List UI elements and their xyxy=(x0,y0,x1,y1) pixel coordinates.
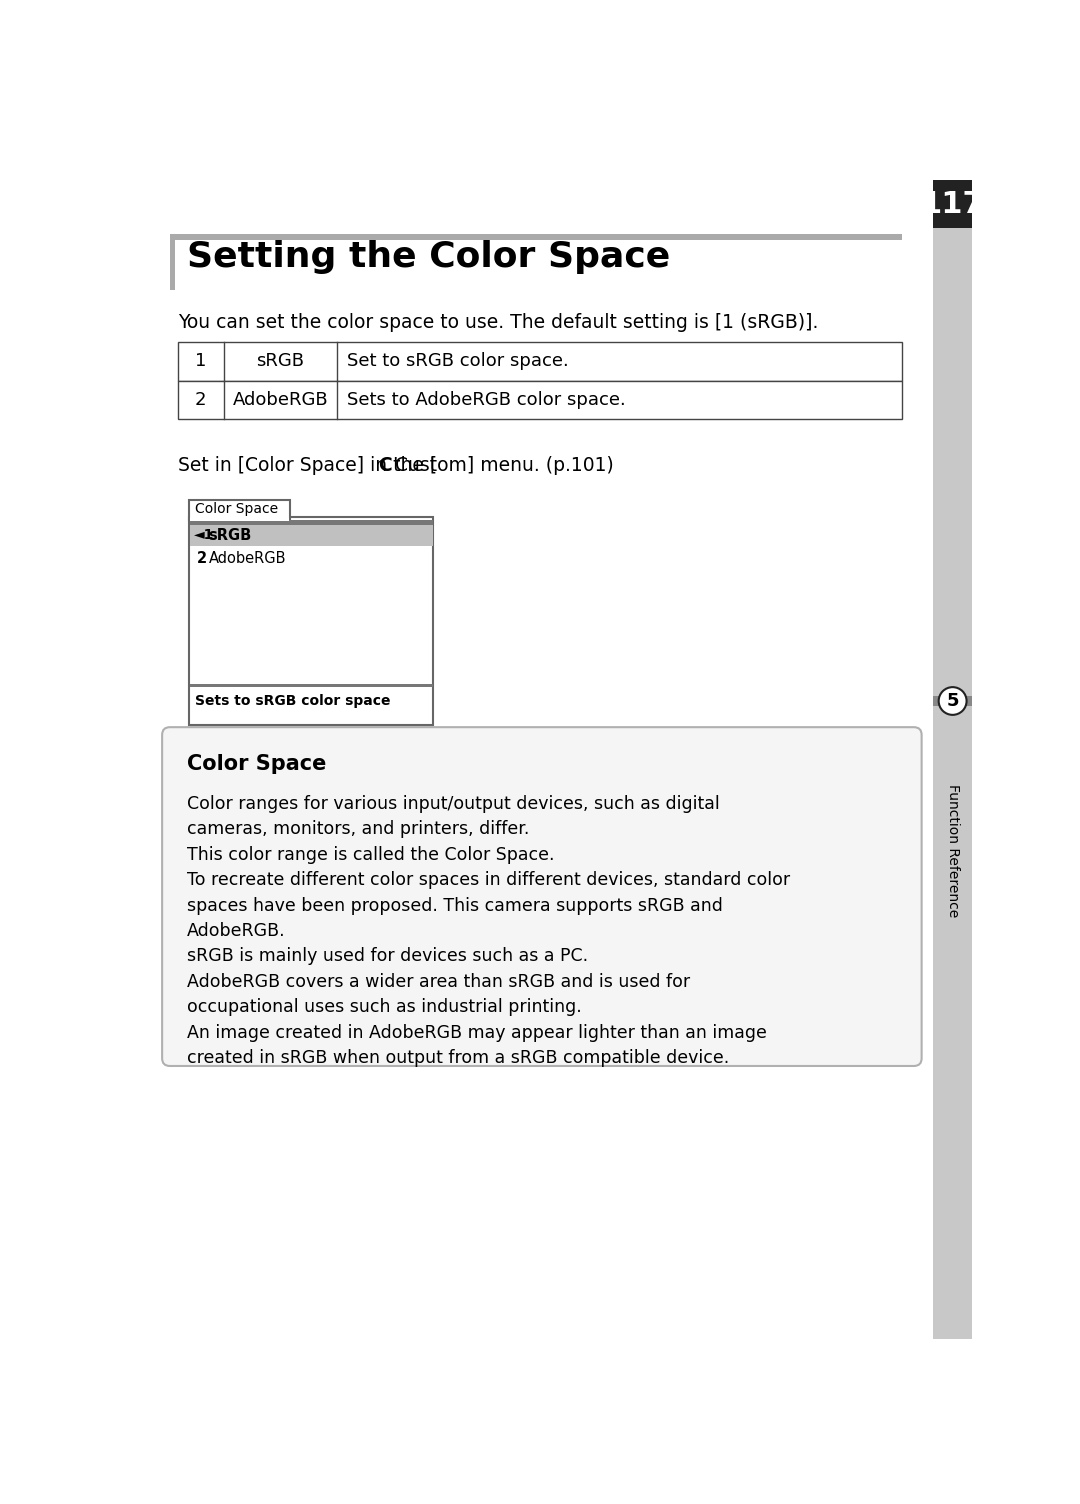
Bar xyxy=(190,520,433,525)
Text: Color ranges for various input/output devices, such as digital: Color ranges for various input/output de… xyxy=(187,796,719,814)
Bar xyxy=(177,343,902,381)
Text: Custom] menu. (p.101): Custom] menu. (p.101) xyxy=(389,456,613,475)
Text: 5: 5 xyxy=(946,692,959,710)
Bar xyxy=(933,180,972,229)
Text: cameras, monitors, and printers, differ.: cameras, monitors, and printers, differ. xyxy=(187,820,529,838)
Bar xyxy=(933,696,972,705)
Text: C: C xyxy=(378,456,392,475)
Text: Function Reference: Function Reference xyxy=(946,784,960,917)
Text: AdobeRGB.: AdobeRGB. xyxy=(187,922,285,940)
Text: 117: 117 xyxy=(921,190,985,220)
Bar xyxy=(933,180,972,1339)
Bar xyxy=(189,499,291,520)
Text: spaces have been proposed. This camera supports sRGB and: spaces have been proposed. This camera s… xyxy=(187,896,723,914)
Text: Color Space: Color Space xyxy=(187,754,326,775)
Text: ◄1: ◄1 xyxy=(194,528,214,543)
Text: AdobeRGB: AdobeRGB xyxy=(208,550,286,566)
Bar xyxy=(170,235,175,290)
Bar xyxy=(190,517,289,520)
Text: 2: 2 xyxy=(197,550,207,566)
Text: created in sRGB when output from a sRGB compatible device.: created in sRGB when output from a sRGB … xyxy=(187,1050,729,1066)
Text: 1: 1 xyxy=(195,352,206,370)
Bar xyxy=(190,525,433,546)
Text: Sets to AdobeRGB color space.: Sets to AdobeRGB color space. xyxy=(348,391,626,409)
Text: occupational uses such as industrial printing.: occupational uses such as industrial pri… xyxy=(187,999,582,1017)
Text: Sets to sRGB color space: Sets to sRGB color space xyxy=(195,693,391,708)
Text: sRGB: sRGB xyxy=(208,528,252,543)
Text: Set in [Color Space] in the [: Set in [Color Space] in the [ xyxy=(177,456,436,475)
Text: 2: 2 xyxy=(195,391,206,409)
Text: sRGB is mainly used for devices such as a PC.: sRGB is mainly used for devices such as … xyxy=(187,948,588,966)
Text: AdobeRGB: AdobeRGB xyxy=(232,391,328,409)
Bar xyxy=(190,684,433,687)
Text: Color Space: Color Space xyxy=(195,502,279,516)
Bar xyxy=(177,381,902,420)
Text: To recreate different color spaces in different devices, standard color: To recreate different color spaces in di… xyxy=(187,871,791,889)
Text: This color range is called the Color Space.: This color range is called the Color Spa… xyxy=(187,845,554,863)
Text: You can set the color space to use. The default setting is [1 (sRGB)].: You can set the color space to use. The … xyxy=(177,313,818,332)
Text: sRGB: sRGB xyxy=(256,352,305,370)
Bar xyxy=(170,235,902,239)
FancyBboxPatch shape xyxy=(162,726,921,1066)
Text: Setting the Color Space: Setting the Color Space xyxy=(187,241,671,274)
Text: AdobeRGB covers a wider area than sRGB and is used for: AdobeRGB covers a wider area than sRGB a… xyxy=(187,973,690,991)
Text: Set to sRGB color space.: Set to sRGB color space. xyxy=(348,352,569,370)
Bar xyxy=(189,517,433,725)
Text: An image created in AdobeRGB may appear lighter than an image: An image created in AdobeRGB may appear … xyxy=(187,1024,767,1042)
Circle shape xyxy=(939,687,967,714)
